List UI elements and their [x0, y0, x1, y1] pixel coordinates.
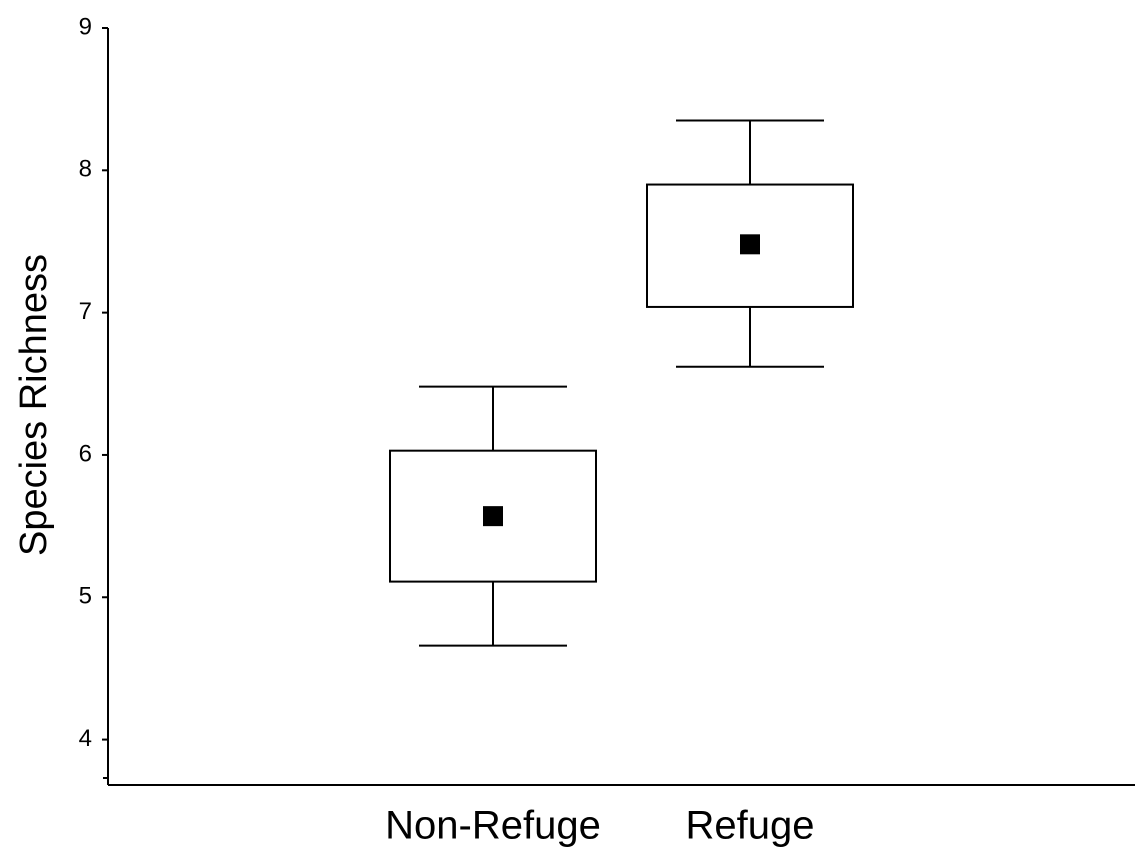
y-axis-label: Species Richness: [13, 254, 55, 556]
y-tick-label: 4: [79, 725, 92, 752]
x-tick-label: Refuge: [686, 804, 815, 848]
y-tick-label: 7: [79, 298, 92, 325]
y-tick-label: 9: [79, 13, 92, 40]
mean-marker: [740, 234, 760, 255]
y-tick-label: 6: [79, 440, 92, 467]
y-tick-label: 8: [79, 156, 92, 183]
y-tick-label: 5: [79, 583, 92, 610]
mean-marker: [483, 506, 503, 527]
x-tick-label: Non-Refuge: [385, 804, 601, 848]
